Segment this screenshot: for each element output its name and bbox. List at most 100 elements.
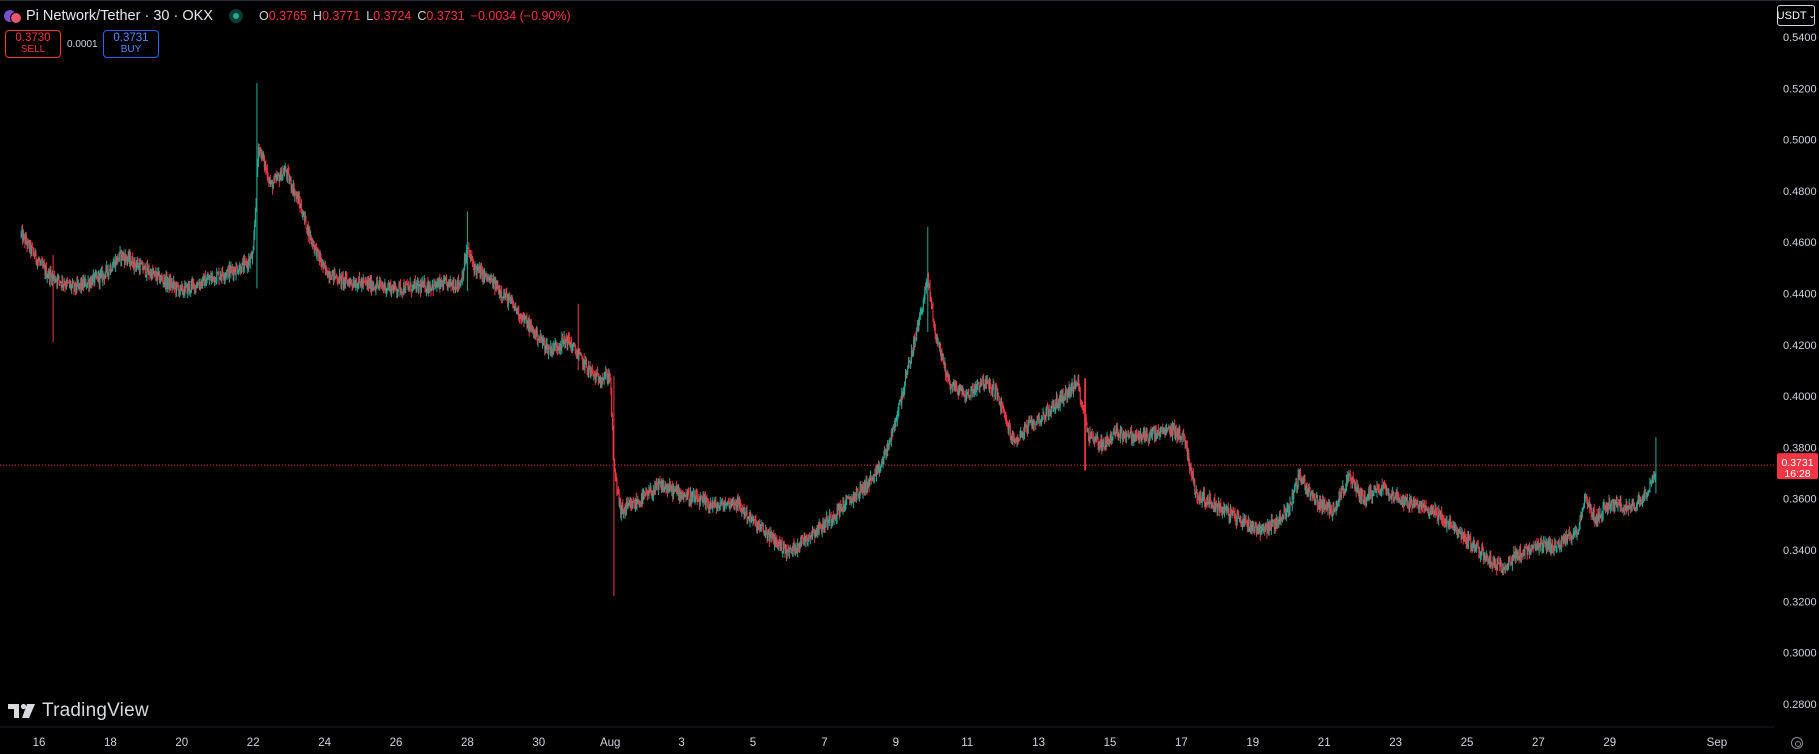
candle-body xyxy=(645,491,647,497)
candle-body xyxy=(1060,394,1062,397)
candle-body xyxy=(1155,428,1157,439)
candle-body xyxy=(982,375,984,384)
candle-body xyxy=(455,283,457,288)
candle-body xyxy=(945,363,947,376)
candle-body xyxy=(1576,532,1578,535)
candle-body xyxy=(1618,503,1620,505)
candle-body xyxy=(955,382,957,387)
candle-body xyxy=(1643,493,1645,500)
candle-body xyxy=(108,270,110,276)
candle-body xyxy=(1179,429,1181,441)
candle-body xyxy=(1068,387,1070,397)
time-tick-label: 7 xyxy=(821,737,827,749)
candle-body xyxy=(1610,507,1612,509)
candle-body xyxy=(112,267,114,271)
candle-body xyxy=(739,502,741,509)
candle-body xyxy=(1586,500,1588,506)
candle-body xyxy=(1298,474,1300,476)
candle-body xyxy=(513,305,515,308)
candle-body xyxy=(302,216,304,218)
candle-body xyxy=(398,283,400,291)
candle-body xyxy=(931,299,932,305)
candle-body xyxy=(1508,556,1510,561)
candle-body xyxy=(484,273,486,278)
candle-body xyxy=(450,279,452,286)
candle-body xyxy=(1625,504,1627,510)
candle-body xyxy=(564,336,566,344)
candle-body xyxy=(743,507,745,516)
candle-body xyxy=(1268,521,1270,531)
candle-body xyxy=(890,439,892,441)
candle-body xyxy=(1628,502,1630,510)
candle-body xyxy=(1308,488,1310,492)
candle-body xyxy=(21,229,23,233)
tradingview-watermark[interactable]: TradingView xyxy=(8,700,149,722)
sell-button[interactable]: 0.3730 SELL xyxy=(5,30,61,58)
candle-body xyxy=(974,385,976,390)
candle-body xyxy=(1077,379,1079,385)
candle-body xyxy=(753,519,755,525)
candle-body xyxy=(1163,430,1165,432)
candle-body xyxy=(226,270,228,276)
currency-dropdown[interactable]: USDT ⌄ xyxy=(1777,5,1815,26)
candle-body xyxy=(44,266,46,275)
candle-body xyxy=(438,280,440,284)
candle-body xyxy=(552,348,554,350)
candle-body xyxy=(1534,544,1536,551)
candle-body xyxy=(72,282,74,284)
candle-body xyxy=(275,176,277,180)
candle-body xyxy=(1052,403,1054,408)
candle-body xyxy=(510,299,512,303)
candle-body xyxy=(1355,482,1357,491)
candle-body xyxy=(1372,495,1374,498)
candle-body xyxy=(408,286,410,289)
buy-button[interactable]: 0.3731 BUY xyxy=(103,30,159,58)
candle-body xyxy=(674,488,676,490)
candle-body xyxy=(465,258,467,263)
time-tick-label: 3 xyxy=(678,737,684,749)
candle-body xyxy=(223,277,225,279)
candle-body xyxy=(902,393,904,395)
candle-body xyxy=(328,272,330,279)
candle-body xyxy=(1035,423,1037,425)
candle-body xyxy=(1022,432,1024,434)
candle-body xyxy=(894,421,896,431)
candle-body xyxy=(1005,415,1007,419)
candle-body xyxy=(848,498,850,499)
candle-body xyxy=(1048,410,1050,416)
candle-body xyxy=(456,287,458,289)
candle-body xyxy=(36,260,38,265)
candle-body xyxy=(1009,425,1011,428)
candle-body xyxy=(296,194,298,197)
candle-body xyxy=(87,280,89,283)
candle-body xyxy=(39,262,41,264)
candle-body xyxy=(49,271,51,281)
settings-gear-icon[interactable] xyxy=(1791,737,1803,749)
candle-body xyxy=(951,386,953,388)
candle-body xyxy=(402,284,404,293)
candle-body xyxy=(1272,520,1274,527)
candle-body xyxy=(1203,492,1205,501)
candle-body xyxy=(787,550,789,552)
candle-body xyxy=(1110,433,1112,442)
candle-body xyxy=(947,372,949,378)
candle-body xyxy=(578,353,580,356)
candle-body xyxy=(1502,568,1504,570)
candle-body xyxy=(1050,411,1051,415)
candle-body xyxy=(1008,425,1010,430)
candle-body xyxy=(806,537,808,541)
candle-body xyxy=(937,343,939,345)
candle-body xyxy=(1403,497,1405,507)
candle-body xyxy=(487,277,489,281)
candle-body xyxy=(1589,502,1591,507)
candle-body xyxy=(1571,536,1573,540)
candle-body xyxy=(900,399,902,404)
candle-body xyxy=(605,372,607,377)
candle-body xyxy=(1024,425,1026,427)
candle-body xyxy=(1160,427,1162,434)
candle-body xyxy=(1552,547,1554,550)
symbol-title[interactable]: Pi Network/Tether · 30 · OKX xyxy=(26,8,213,24)
candle-body xyxy=(217,273,218,274)
candle-body xyxy=(948,375,950,382)
